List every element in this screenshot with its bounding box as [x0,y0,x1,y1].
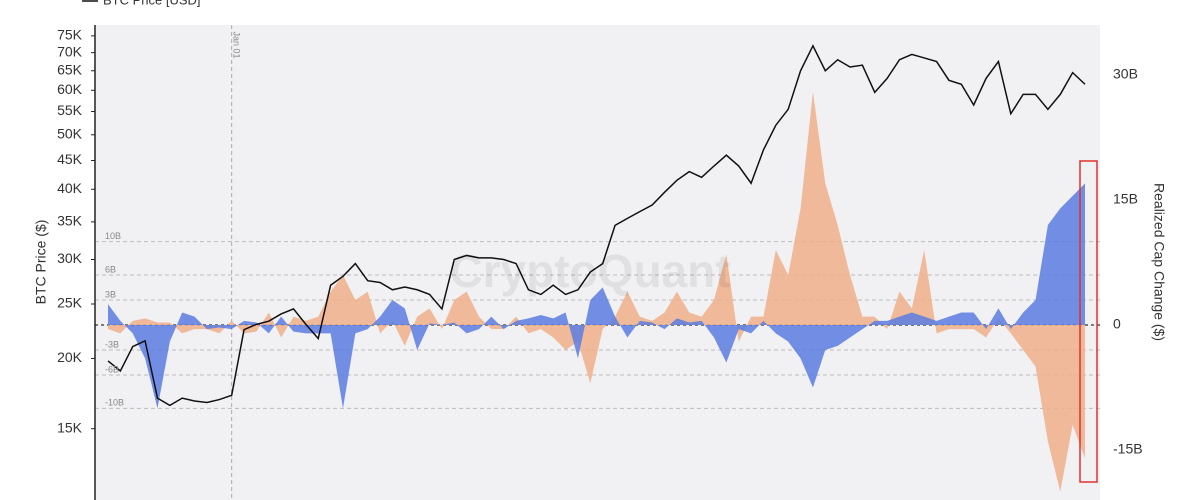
y2-tick-label: 0 [1113,316,1121,332]
y-tick-label: 55K [57,102,83,118]
y-tick-label: 60K [57,81,83,97]
reference-label: 3B [105,289,116,299]
reference-label: -10B [105,398,124,408]
reference-label: 6B [105,264,116,274]
highlight-box [1079,160,1098,483]
y-tick-label: 35K [57,213,83,229]
price-line [107,44,1086,407]
y2-tick-label: 30B [1113,66,1138,82]
plot-area [95,25,1100,500]
reference-label: 10B [105,231,121,241]
area-series [108,183,1085,409]
y-tick-label: 20K [57,349,83,365]
y2-axis-title: Realized Cap Change ($) [1151,183,1167,341]
y-tick-label: 30K [57,250,83,266]
y-tick-label: 25K [57,295,83,311]
reference-label: -6B [105,364,119,374]
y2-tick-label: -15B [1113,441,1143,457]
y-tick-label: 50K [57,126,83,142]
reference-label: -3B [105,339,119,349]
date-label: Jan 01 [231,31,241,58]
y-tick-label: 65K [57,61,83,77]
y-tick-label: 15K [57,419,83,435]
y-axis-title: BTC Price ($) [33,220,49,305]
legend-label: BTC Price [USD] [103,0,201,7]
y-tick-label: 70K [57,43,83,59]
y2-tick-label: 15B [1113,191,1138,207]
plot-background [95,25,1100,500]
y-tick-label: 40K [57,180,83,196]
y-tick-label: 45K [57,151,83,167]
watermark: CryptoQuant [449,245,730,297]
y-tick-label: 75K [57,27,83,43]
